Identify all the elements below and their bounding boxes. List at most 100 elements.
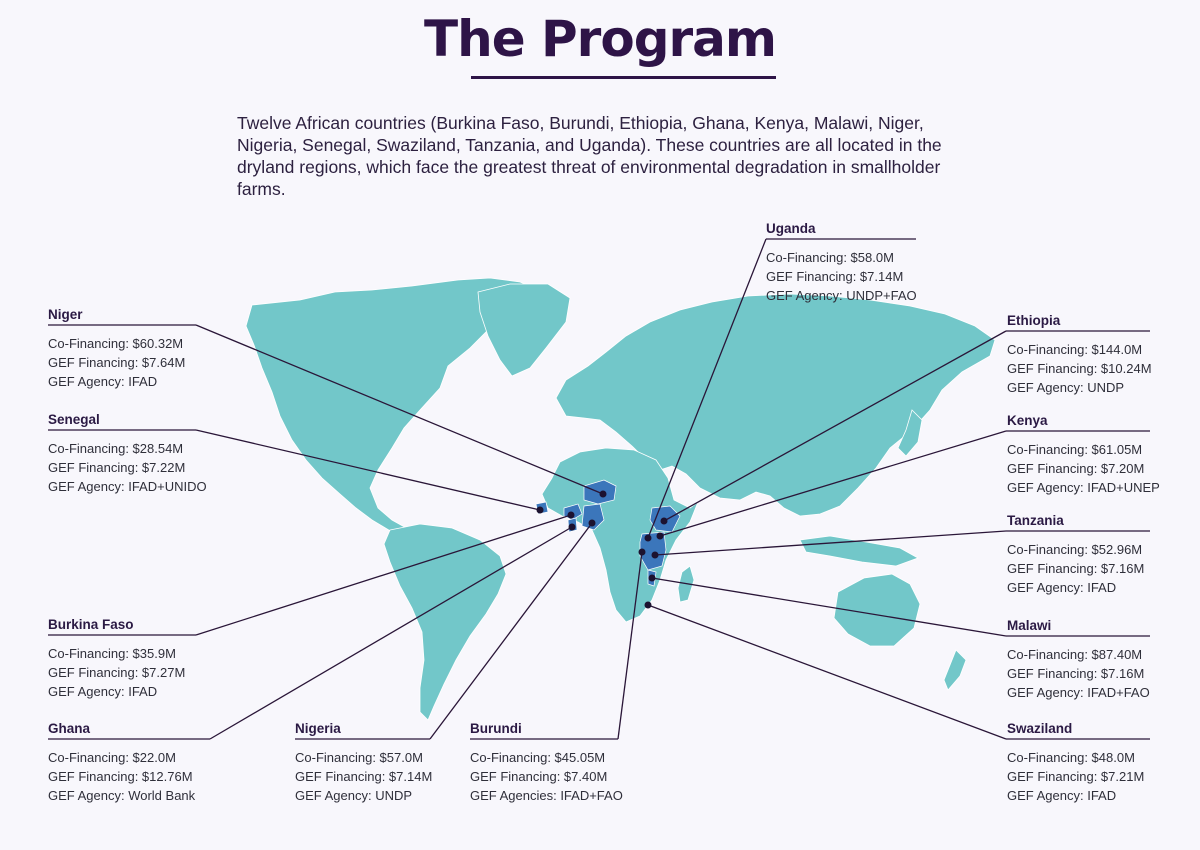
senegal-info-block: Senegal Co-Financing: $28.54M GEF Financin…: [48, 412, 268, 496]
ethiopia-detail-3: GEF Agency: UNDP: [1007, 380, 1125, 395]
swaziland-detail-3: GEF Agency: IFAD: [1007, 788, 1117, 803]
burkina-marker: [567, 511, 575, 519]
senegal-leader-line: [195, 429, 541, 511]
senegal-name: Senegal: [48, 412, 100, 427]
tanzania-detail-3: GEF Agency: IFAD: [1007, 580, 1117, 595]
swaziland-marker: [644, 601, 652, 609]
ghana-detail-3: GEF Agency: World Bank: [48, 788, 196, 803]
nigeria-leader-line: [429, 522, 593, 740]
kenya-detail-2: GEF Financing: $7.20M: [1007, 461, 1145, 476]
burkina-detail-3: GEF Agency: IFAD: [48, 684, 158, 699]
nigeria-info-block: Nigeria Co-Financing: $57.0M GEF Financing…: [295, 721, 515, 805]
tanzania-info-block: Tanzania Co-Financing: $52.96M GEF Financi…: [1007, 513, 1200, 597]
ghana-detail-2: GEF Financing: $12.76M: [48, 769, 193, 784]
tanzania-leader-line: [654, 530, 1007, 556]
burundi-detail-3: GEF Agencies: IFAD+FAO: [470, 788, 623, 803]
nigeria-detail-3: GEF Agency: UNDP: [295, 788, 413, 803]
burkina-detail-2: GEF Financing: $7.27M: [48, 665, 186, 680]
tanzania-marker: [651, 551, 659, 559]
ghana-detail-1: Co-Financing: $22.0M: [48, 750, 176, 765]
continents: [245, 277, 996, 721]
malawi-detail-3: GEF Agency: IFAD+FAO: [1007, 685, 1150, 700]
ethiopia-info-block: Ethiopia Co-Financing: $144.0M GEF Financi…: [1007, 313, 1200, 397]
burkina-detail-1: Co-Financing: $35.9M: [48, 646, 176, 661]
senegal-detail-3: GEF Agency: IFAD+UNIDO: [48, 479, 207, 494]
ethiopia-leader-line: [663, 330, 1007, 522]
ethiopia-name: Ethiopia: [1007, 313, 1061, 328]
kenya-leader-line: [659, 430, 1007, 537]
niger-detail-2: GEF Financing: $7.64M: [48, 355, 186, 370]
intro-paragraph: Twelve African countries (Burkina Faso, …: [237, 113, 942, 199]
niger-marker: [599, 490, 607, 498]
burundi-marker: [638, 548, 646, 556]
niger-leader-line: [195, 324, 604, 495]
nigeria-detail-2: GEF Financing: $7.14M: [295, 769, 433, 784]
ghana-marker: [568, 523, 576, 531]
tanzania-name: Tanzania: [1007, 513, 1064, 528]
senegal-marker: [536, 506, 544, 514]
ghana-name: Ghana: [48, 721, 91, 736]
ghana-leader-line: [209, 526, 573, 740]
nigeria-detail-1: Co-Financing: $57.0M: [295, 750, 423, 765]
swaziland-name: Swaziland: [1007, 721, 1073, 736]
nigeria-marker: [588, 519, 596, 527]
kenya-detail-3: GEF Agency: IFAD+UNEP: [1007, 480, 1160, 495]
kenya-info-block: Kenya Co-Financing: $61.05M GEF Financing:…: [1007, 413, 1200, 497]
malawi-detail-1: Co-Financing: $87.40M: [1007, 647, 1143, 662]
uganda-info-block: Uganda Co-Financing: $58.0M GEF Financing:…: [766, 221, 986, 305]
country-markers: [536, 490, 668, 609]
kenya-name: Kenya: [1007, 413, 1048, 428]
africa: [541, 447, 699, 623]
tanzania-detail-1: Co-Financing: $52.96M: [1007, 542, 1143, 557]
burkina-leader-line: [195, 514, 572, 636]
burkina-name: Burkina Faso: [48, 617, 134, 632]
ethiopia-marker: [660, 517, 668, 525]
senegal-detail-1: Co-Financing: $28.54M: [48, 441, 184, 456]
swaziland-detail-1: Co-Financing: $48.0M: [1007, 750, 1135, 765]
uganda-detail-3: GEF Agency: UNDP+FAO: [766, 288, 917, 303]
burundi-leader-line: [617, 551, 643, 740]
uganda-name: Uganda: [766, 221, 816, 236]
uganda-marker: [644, 534, 652, 542]
niger-name: Niger: [48, 307, 83, 322]
swaziland-leader-line: [647, 604, 1007, 740]
burundi-detail-1: Co-Financing: $45.05M: [470, 750, 606, 765]
greenland: [477, 283, 571, 377]
malawi-leader-line: [651, 577, 1007, 637]
south-america: [383, 523, 507, 721]
burkina-info-block: Burkina Faso Co-Financing: $35.9M GEF Fina…: [48, 617, 268, 701]
nigeria-name: Nigeria: [295, 721, 341, 736]
ethiopia-detail-2: GEF Financing: $10.24M: [1007, 361, 1152, 376]
swaziland-detail-2: GEF Financing: $7.21M: [1007, 769, 1145, 784]
leader-lines: [48, 238, 1150, 740]
swaziland-info-block: Swaziland Co-Financing: $48.0M GEF Financi…: [1007, 721, 1200, 805]
malawi-detail-2: GEF Financing: $7.16M: [1007, 666, 1145, 681]
niger-info-block: Niger Co-Financing: $60.32M GEF Financing:…: [48, 307, 268, 391]
nigeria-highlight: [581, 503, 605, 531]
niger-highlight: [583, 479, 617, 505]
title-underline: [471, 76, 776, 79]
niger-detail-1: Co-Financing: $60.32M: [48, 336, 184, 351]
uganda-detail-1: Co-Financing: $58.0M: [766, 250, 894, 265]
australia: [833, 573, 921, 647]
japan: [897, 409, 923, 457]
malawi-name: Malawi: [1007, 618, 1052, 633]
niger-detail-3: GEF Agency: IFAD: [48, 374, 158, 389]
malawi-marker: [648, 574, 656, 582]
ghana-info-block: Ghana Co-Financing: $22.0M GEF Financing: …: [48, 721, 268, 805]
burundi-detail-2: GEF Financing: $7.40M: [470, 769, 608, 784]
ethiopia-detail-1: Co-Financing: $144.0M: [1007, 342, 1143, 357]
uganda-leader-line: [647, 238, 767, 539]
burundi-name: Burundi: [470, 721, 522, 736]
senegal-detail-2: GEF Financing: $7.22M: [48, 460, 186, 475]
tanzania-detail-2: GEF Financing: $7.16M: [1007, 561, 1145, 576]
north-america: [245, 277, 546, 541]
kenya-detail-1: Co-Financing: $61.05M: [1007, 442, 1143, 457]
burundi-info-block: Burundi Co-Financing: $45.05M GEF Financin…: [470, 721, 690, 805]
new-zealand: [943, 649, 967, 691]
malawi-info-block: Malawi Co-Financing: $87.40M GEF Financing…: [1007, 618, 1200, 702]
uganda-detail-2: GEF Financing: $7.14M: [766, 269, 904, 284]
page-title: The Program: [424, 10, 777, 68]
kenya-marker: [656, 532, 664, 540]
